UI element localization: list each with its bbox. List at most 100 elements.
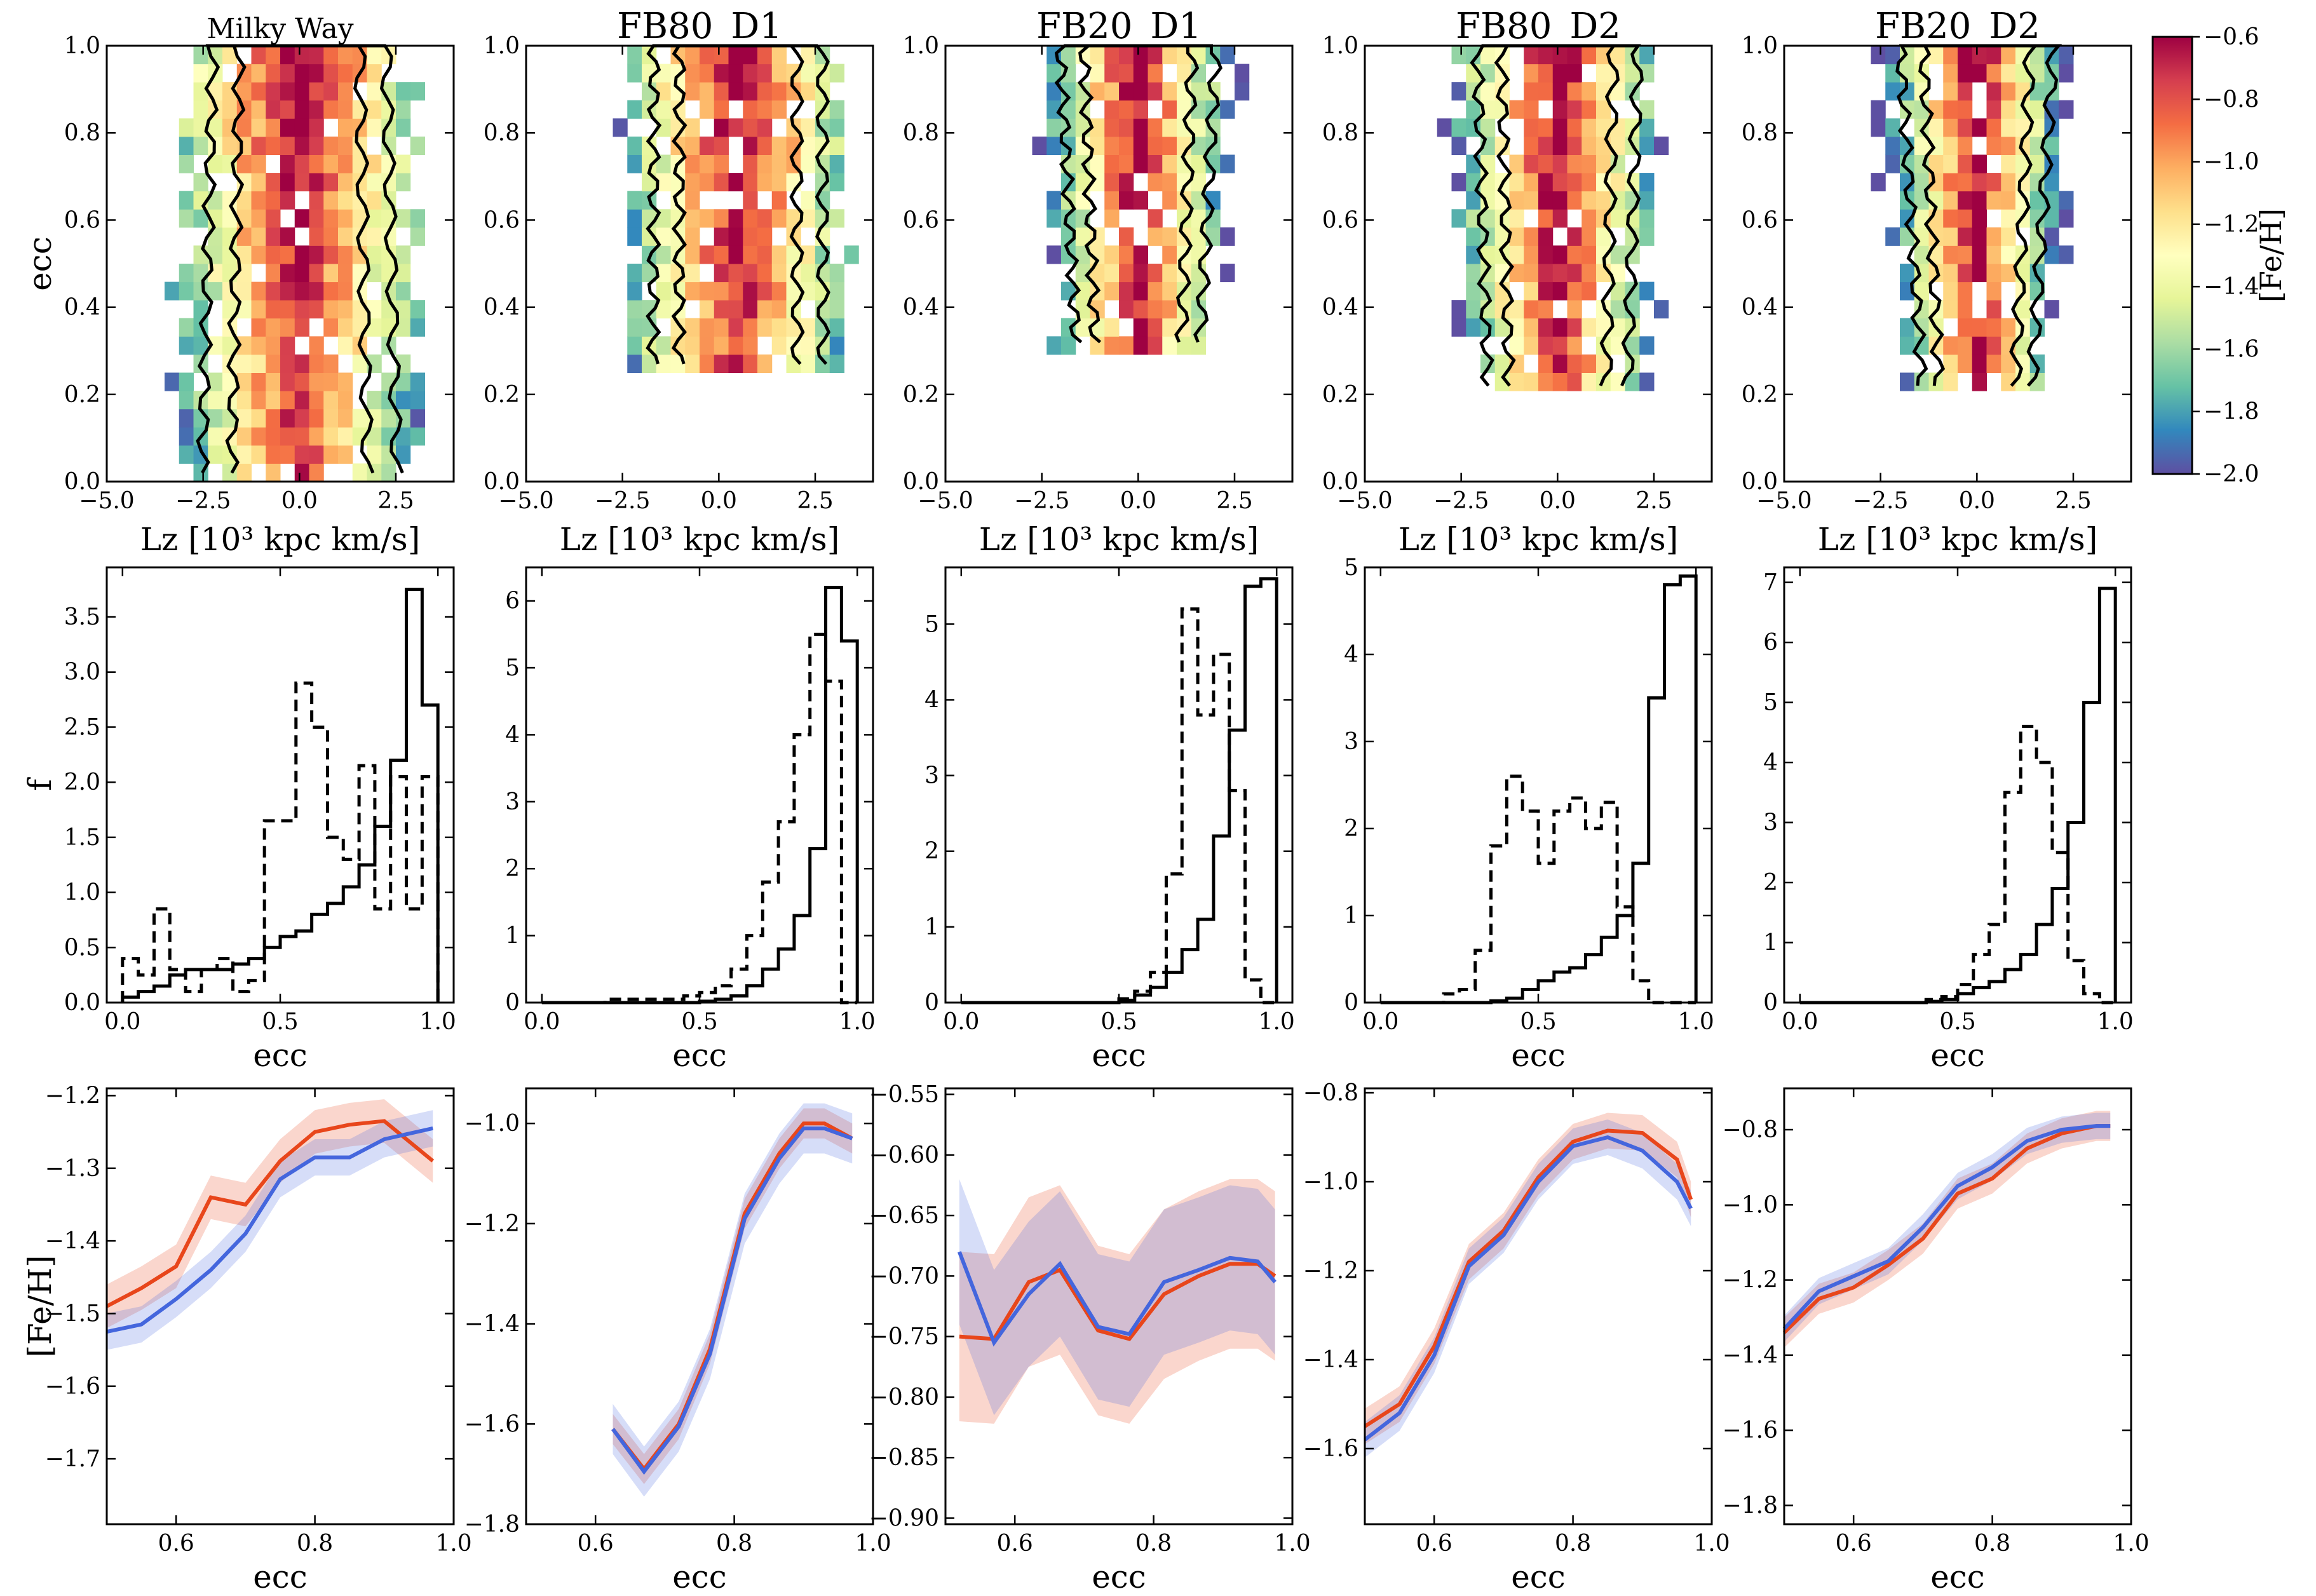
x-tick-label: −5.0 xyxy=(918,488,973,514)
heatmap-cell xyxy=(771,264,787,283)
x-axis-label: ecc xyxy=(1511,1559,1566,1595)
heatmap-cell xyxy=(338,173,353,192)
heatmap-cell xyxy=(757,264,773,283)
y-tick-label: 4 xyxy=(924,687,939,713)
heatmap-cell xyxy=(1162,336,1177,355)
heatmap-cell xyxy=(642,300,657,319)
heatmap-cell xyxy=(1596,191,1611,210)
x-axis-label: ecc xyxy=(672,1559,727,1595)
heatmap-cell xyxy=(670,318,686,337)
heatmap-cell xyxy=(266,264,281,283)
heatmap-cell xyxy=(396,318,411,337)
line-blue xyxy=(106,1126,433,1334)
histogram-dashed xyxy=(121,681,440,1003)
heatmap-cell xyxy=(236,409,252,428)
y-tick-label: 0.0 xyxy=(1742,469,1778,495)
heatmap-cell xyxy=(1986,281,2001,301)
heatmap-cell xyxy=(1625,336,1640,355)
heatmap-cell xyxy=(1480,118,1496,137)
heatmap-cell xyxy=(743,245,758,264)
heatmap-cell xyxy=(786,82,801,101)
heatmap-cell xyxy=(1610,264,1625,283)
heatmap-cell xyxy=(1538,354,1554,373)
heatmap-cell xyxy=(2001,354,2016,373)
heatmap-cell xyxy=(179,191,194,210)
heatmap-cell xyxy=(1885,154,1900,173)
heatmap-cell xyxy=(1552,336,1568,355)
heatmap-cell xyxy=(1133,336,1148,355)
heatmap-cell xyxy=(714,154,729,173)
heatmap-cell xyxy=(1205,227,1221,246)
heatmap-cell xyxy=(1220,46,1235,65)
heatmap-cell xyxy=(2044,227,2059,246)
y-tick-label: 0.8 xyxy=(1742,120,1778,146)
histogram-dashed xyxy=(1380,774,1696,1004)
heatmap-cell xyxy=(771,300,787,319)
heatmap-cell xyxy=(1494,300,1510,319)
heatmap-cell xyxy=(1552,46,1568,65)
heatmap-cell xyxy=(1958,264,1973,283)
heatmap-cell xyxy=(251,82,266,101)
heatmap-cell xyxy=(266,463,281,482)
heatmap-cell xyxy=(2001,173,2016,192)
heatmap-cell xyxy=(1538,46,1554,65)
heatmap-cell xyxy=(309,46,324,65)
heatmap-cell xyxy=(193,136,208,155)
heatmap-cell xyxy=(656,100,671,119)
heatmap-cell xyxy=(165,372,180,391)
heatmap-cell xyxy=(1986,118,2001,137)
heatmap-cell xyxy=(294,445,309,464)
heatmap-cell xyxy=(1958,245,1973,264)
x-tick-label: 1.0 xyxy=(420,1009,456,1035)
heatmap-cell xyxy=(309,82,324,101)
y-tick-label: 0.2 xyxy=(1322,382,1358,408)
error-band-red xyxy=(959,1179,1275,1424)
heatmap-cell xyxy=(771,318,787,337)
heatmap-cell xyxy=(627,264,642,283)
heatmap-cell xyxy=(367,100,382,119)
x-axis-label: ecc xyxy=(1092,1559,1146,1595)
heatmap-cell xyxy=(280,318,295,337)
y-tick-label: 0 xyxy=(924,990,939,1016)
heatmap-cell xyxy=(1914,82,1929,101)
y-tick-label: −1.6 xyxy=(45,1374,100,1400)
heatmap-cell xyxy=(1914,300,1929,319)
heatmap-cell xyxy=(2015,354,2031,373)
heatmap-cell xyxy=(1119,281,1134,301)
heatmap-cell xyxy=(1524,173,1539,192)
heatmap-cell xyxy=(743,318,758,337)
axes-frame xyxy=(525,1087,874,1525)
heatmap-cell xyxy=(1162,100,1177,119)
heatmap-cell xyxy=(743,173,758,192)
heatmap-cell xyxy=(1972,245,1987,264)
heatmap-cell xyxy=(700,209,715,228)
heatmap-cell xyxy=(728,46,743,65)
heatmap-cell xyxy=(338,245,353,264)
heatmap-cell xyxy=(1524,154,1539,173)
heatmap-cell xyxy=(2029,191,2045,210)
heatmap-cell xyxy=(743,136,758,155)
x-axis-label: ecc xyxy=(253,1037,308,1074)
heatmap-cell xyxy=(743,336,758,355)
y-tick-label: 5 xyxy=(924,611,939,637)
y-tick-label: 1 xyxy=(505,923,520,949)
heatmap-cell xyxy=(656,336,671,355)
heatmap-cell xyxy=(352,354,367,373)
heatmap-cell xyxy=(2029,209,2045,228)
heatmap-cell xyxy=(266,64,281,83)
heatmap-cell xyxy=(1610,336,1625,355)
heatmap-cell xyxy=(1943,154,1958,173)
heatmap-cell xyxy=(266,281,281,301)
heatmap-cell xyxy=(1104,64,1120,83)
panel-heatmap-4: −5.0 −2.5 0.0 2.5 0.0 0.2 0.4 0.6 0.8 1.0 FB80_D2 L… xyxy=(1322,6,1713,558)
heatmap-cell xyxy=(1639,227,1655,246)
heatmap-cell xyxy=(352,245,367,264)
heatmap-cell xyxy=(1480,173,1496,192)
heatmap-cell xyxy=(396,245,411,264)
heatmap-cell xyxy=(1524,136,1539,155)
heatmap-cell xyxy=(757,173,773,192)
heatmap-cell xyxy=(338,372,353,391)
heatmap-cell xyxy=(1524,227,1539,246)
heatmap-cell xyxy=(1466,227,1481,246)
heatmap-cell xyxy=(1075,318,1090,337)
